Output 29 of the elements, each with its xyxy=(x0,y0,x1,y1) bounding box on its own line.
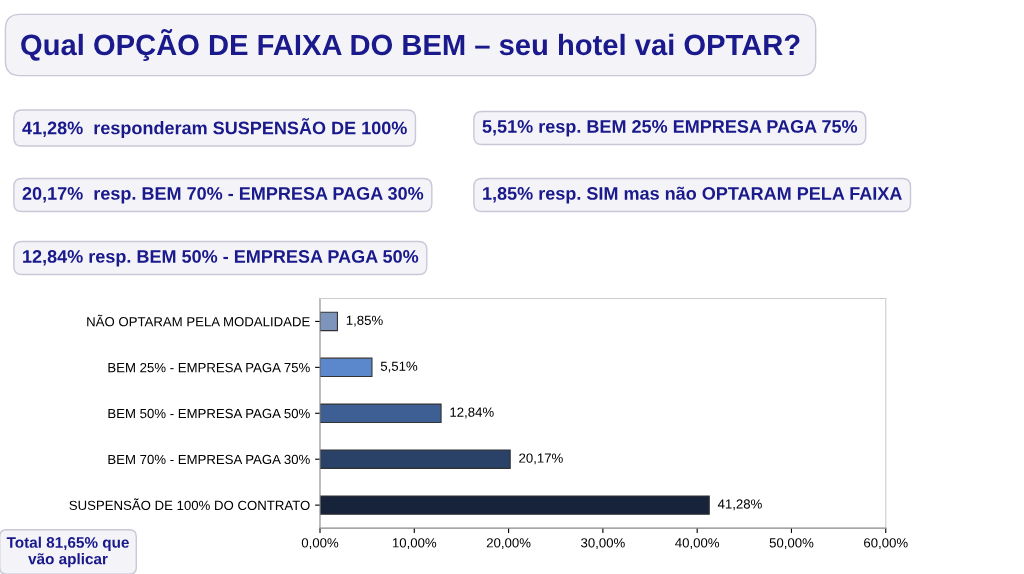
text: 1,85% resp. SIM mas não OPTARAM PELA FAIXA xyxy=(483,186,902,204)
text: 12,84% resp. BEM 50% - EMPRESA PAGA 50% xyxy=(23,250,419,267)
data-label: 20,17% xyxy=(519,453,563,465)
y-tick-label: BEM 25% - EMPRESA PAGA 75% xyxy=(108,362,310,373)
y-tick-label: NÃO OPTARAM PELA MODALIDADE xyxy=(87,314,310,327)
text: 41,28% responderam SUSPENSÃO DE 100% xyxy=(22,118,407,138)
x-tick-label: 0,00% xyxy=(301,538,339,550)
text: Total 81,65% que vão aplicar xyxy=(6,536,129,568)
bar xyxy=(320,495,710,515)
bar xyxy=(320,403,442,424)
data-label: 1,85% xyxy=(346,315,383,327)
y-tick-label: BEM 50% - EMPRESA PAGA 50% xyxy=(108,408,310,419)
bar xyxy=(320,357,373,378)
y-tick-label: SUSPENSÃO DE 100% DO CONTRATO xyxy=(69,498,310,511)
x-tick-label: 10,00% xyxy=(392,538,437,550)
x-tick-label: 30,00% xyxy=(581,538,625,550)
x-tick-label: 50,00% xyxy=(769,538,814,550)
x-tick-label: 40,00% xyxy=(675,538,720,550)
chart-title: Qual OPÇÃO DE FAIXA DO BEM – seu hotel vai OPTAR? xyxy=(21,28,800,62)
x-tick-label: 60,00% xyxy=(864,538,908,550)
data-label: 41,28% xyxy=(717,499,762,511)
data-label: 5,51% xyxy=(380,361,418,373)
y-tick-label: BEM 70% - EMPRESA PAGA 30% xyxy=(108,454,310,465)
bar xyxy=(320,311,338,332)
bar xyxy=(320,449,511,469)
text: 20,17% resp. BEM 70% - EMPRESA PAGA 30% xyxy=(22,187,424,204)
text: 5,51% resp. BEM 25% EMPRESA PAGA 75% xyxy=(482,120,858,137)
data-label: 12,84% xyxy=(450,407,494,419)
x-tick-label: 20,00% xyxy=(486,538,531,550)
